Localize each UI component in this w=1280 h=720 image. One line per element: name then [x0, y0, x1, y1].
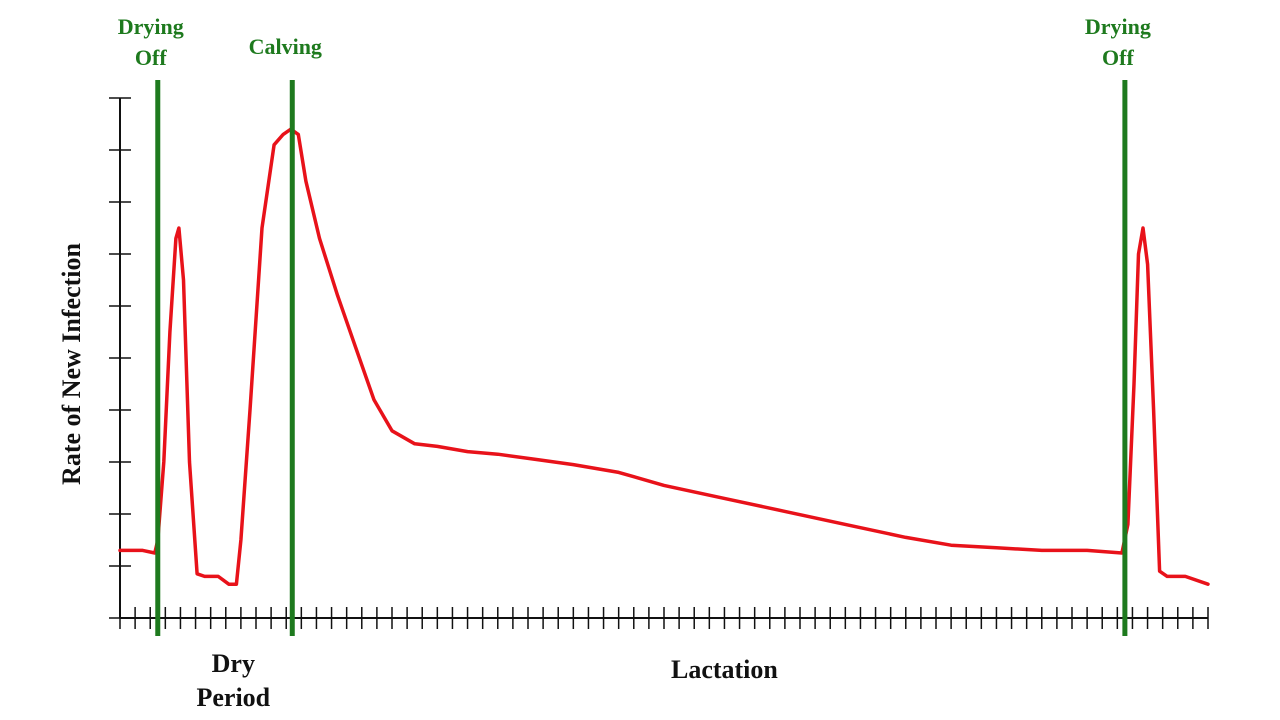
curve-area	[118, 127, 1210, 586]
event-label: Drying	[1085, 14, 1151, 39]
event-markers: Drying Off Calving Drying Off	[118, 14, 1151, 636]
event-label: Off	[135, 45, 167, 70]
event-label: Drying	[118, 14, 184, 39]
x-category-label: Dry	[212, 649, 255, 678]
infection-rate-curve	[118, 127, 1210, 586]
axis-labels: Rate of New Infection Dry Period Lactation	[57, 243, 778, 712]
x-category-label: Lactation	[671, 655, 778, 684]
event-label: Calving	[249, 34, 322, 59]
axes	[109, 97, 1209, 629]
y-axis-label: Rate of New Infection	[57, 243, 86, 485]
x-category-label: Period	[197, 683, 271, 712]
event-label: Off	[1102, 45, 1134, 70]
